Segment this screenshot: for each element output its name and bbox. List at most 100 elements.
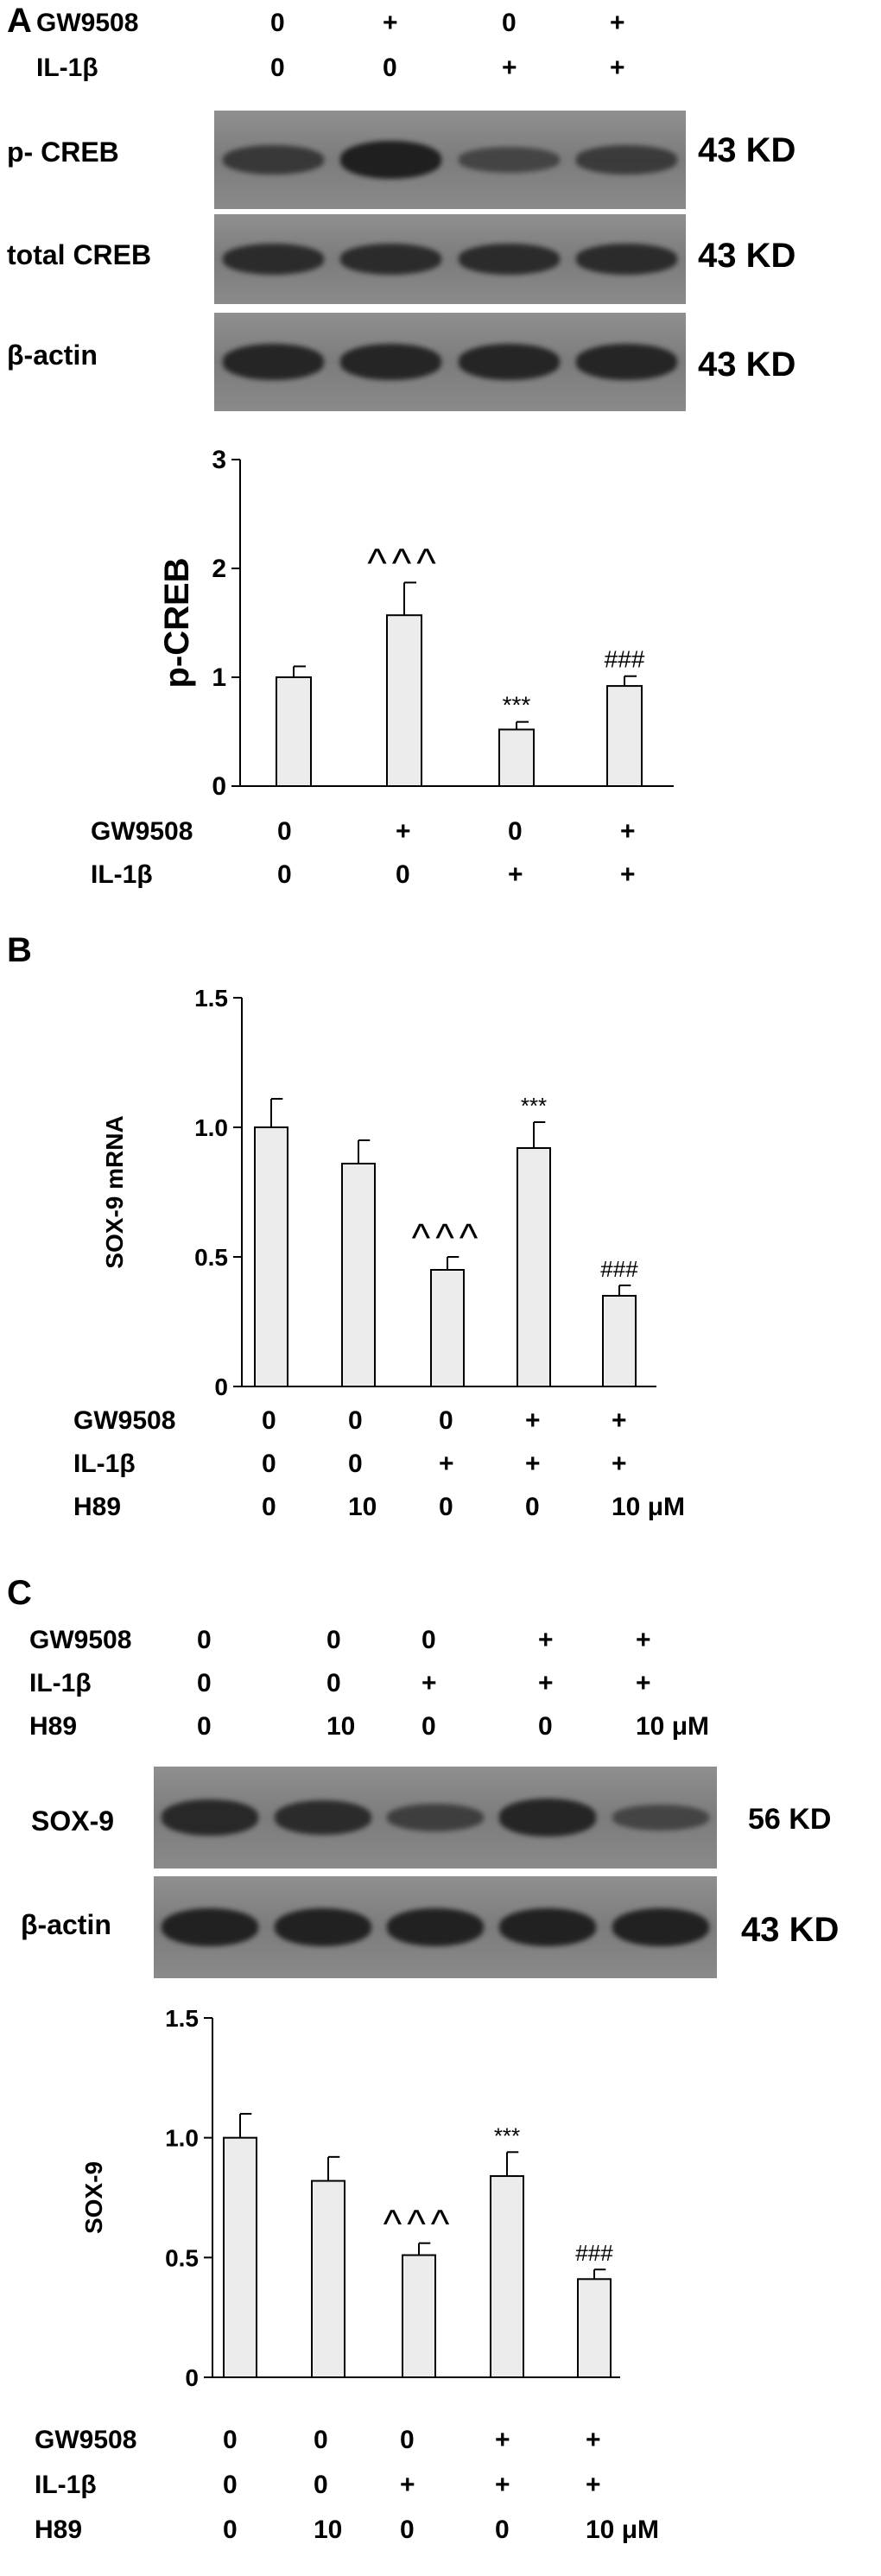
condition-value: +: [400, 2471, 415, 2499]
bar: [430, 1269, 465, 1387]
y-tick-label: 1: [212, 663, 226, 692]
blot-band: [274, 1907, 371, 1947]
condition-value: 0: [197, 1712, 212, 1741]
condition-value: 0: [223, 2426, 238, 2454]
blot-kd-total-creb: 43 KD: [698, 237, 796, 275]
condition-value: 0: [314, 2471, 328, 2499]
bar: [223, 2136, 257, 2379]
condition-value: 0: [348, 1450, 363, 1478]
y-tick-label: 0: [212, 772, 226, 801]
blot-band: [576, 244, 678, 275]
blot-band: [386, 1907, 485, 1947]
blot-band: [222, 144, 324, 175]
condition-value: 0: [326, 1626, 341, 1654]
condition-label: GW9508: [35, 2426, 137, 2454]
significance-marker: ###: [605, 646, 645, 673]
condition-value: 0: [314, 2426, 328, 2454]
bar: [490, 2175, 524, 2379]
condition-value: 0: [326, 1669, 341, 1697]
bar: [498, 728, 535, 787]
bar: [311, 2179, 345, 2378]
blot-kd-beta-actin: 43 KD: [698, 346, 796, 384]
condition-label: H89: [35, 2516, 83, 2544]
blot-band: [458, 147, 560, 173]
blot-band: [162, 1907, 259, 1947]
condition-label: GW9508: [36, 9, 139, 37]
blot-band: [499, 1907, 597, 1947]
condition-value: +: [636, 1669, 651, 1697]
blot-label-c-beta-actin: β-actin: [21, 1909, 111, 1940]
condition-label: IL-1β: [36, 54, 98, 82]
condition-value: 0: [197, 1626, 212, 1654]
bar: [606, 685, 643, 788]
significance-marker: ###: [600, 1256, 638, 1282]
blot-band: [222, 244, 324, 275]
condition-value: +: [610, 54, 625, 82]
blot-strip-c-beta-actin: [154, 1876, 717, 1978]
bar: [276, 676, 312, 787]
condition-value: +: [538, 1669, 554, 1697]
panel-a-letter: A: [7, 2, 32, 40]
condition-value: 0: [270, 9, 285, 37]
condition-value: +: [612, 1450, 627, 1478]
blot-strip-beta-actin: [214, 313, 686, 411]
blot-label-total-creb: total CREB: [7, 239, 152, 270]
condition-value: +: [586, 2426, 601, 2454]
condition-value: 0: [270, 54, 285, 82]
condition-value: +: [636, 1626, 651, 1654]
condition-value: 0: [439, 1493, 453, 1521]
blot-band: [162, 1799, 259, 1836]
condition-value: +: [612, 1406, 627, 1435]
y-tick-label: 0.5: [165, 2244, 199, 2271]
condition-value: +: [620, 817, 636, 846]
y-tick-label: 1.5: [165, 2005, 199, 2032]
condition-value: 0: [262, 1450, 276, 1478]
condition-value: 0: [383, 54, 397, 82]
blot-kd-p-creb: 43 KD: [698, 131, 796, 169]
y-tick-label: 0.5: [194, 1244, 228, 1271]
blot-kd-sox9: 56 KD: [748, 1803, 832, 1836]
condition-label: IL-1β: [29, 1669, 92, 1697]
condition-value: 0: [421, 1626, 436, 1654]
significance-marker: ***: [494, 2122, 520, 2148]
blot-label-p-creb: p- CREB: [7, 136, 119, 168]
bar: [386, 614, 422, 787]
blot-band: [576, 344, 678, 380]
blot-band: [612, 1907, 709, 1947]
condition-value: 10: [326, 1712, 356, 1741]
condition-value: 0: [262, 1493, 276, 1521]
condition-value: +: [495, 2471, 510, 2499]
bar: [254, 1126, 288, 1387]
condition-value: 0: [508, 817, 523, 846]
condition-value: +: [525, 1450, 541, 1478]
condition-value: 0: [495, 2516, 510, 2544]
condition-value: 0: [277, 817, 292, 846]
condition-value: +: [610, 9, 625, 37]
condition-value: 0: [502, 9, 517, 37]
condition-label: IL-1β: [91, 860, 153, 889]
y-tick-label: 1.5: [194, 985, 228, 1012]
panel-b-letter: B: [7, 931, 32, 969]
condition-value: +: [396, 817, 411, 846]
condition-value: +: [620, 860, 636, 889]
condition-value: 10 μM: [612, 1493, 686, 1521]
condition-label: GW9508: [73, 1406, 176, 1435]
bar: [517, 1147, 551, 1387]
blot-band: [458, 244, 560, 275]
condition-value: +: [538, 1626, 554, 1654]
y-tick-label: 2: [212, 555, 226, 583]
bar: [577, 2278, 612, 2378]
panel-c-letter: C: [7, 1574, 32, 1612]
condition-value: +: [508, 860, 523, 889]
blot-strip-p-creb: [214, 111, 686, 209]
y-tick-label: 0: [214, 1374, 228, 1400]
condition-value: 10 μM: [586, 2516, 660, 2544]
condition-label: H89: [73, 1493, 122, 1521]
condition-value: +: [502, 54, 517, 82]
condition-value: +: [421, 1669, 437, 1697]
condition-value: +: [525, 1406, 541, 1435]
y-axis-label: SOX-9: [80, 2161, 107, 2234]
condition-value: 10: [314, 2516, 343, 2544]
